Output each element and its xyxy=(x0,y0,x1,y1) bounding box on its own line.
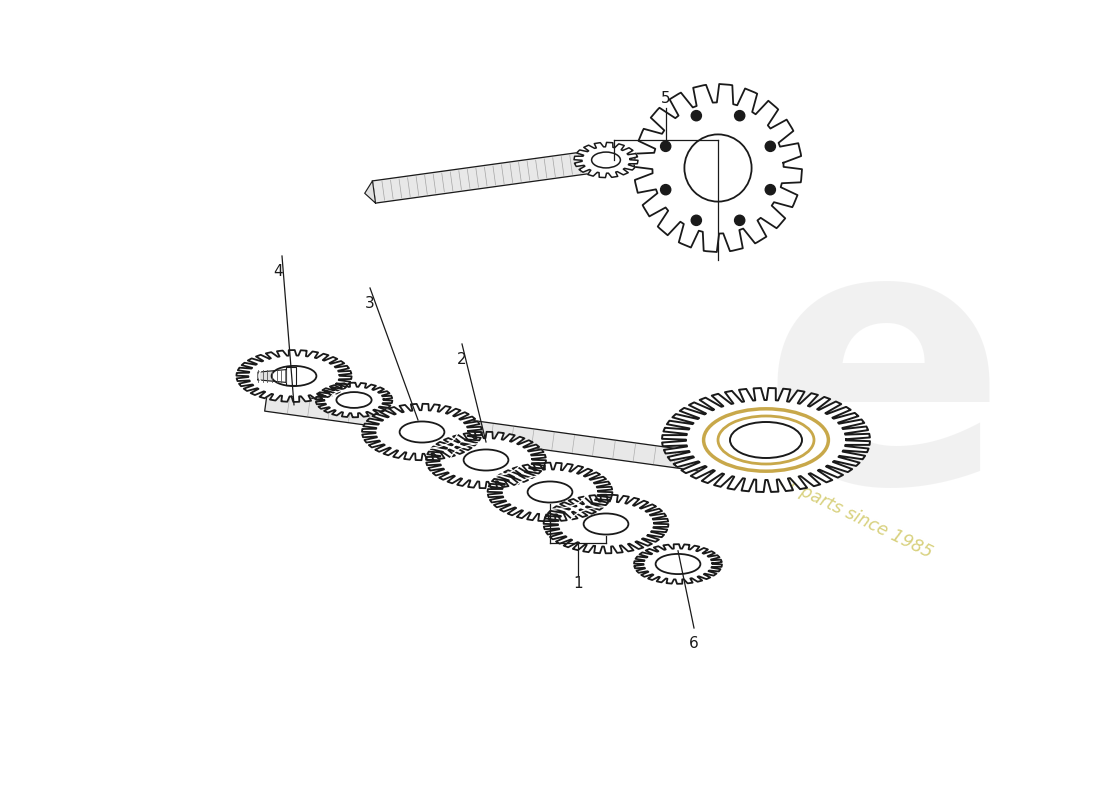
Ellipse shape xyxy=(656,554,701,574)
Text: e: e xyxy=(762,210,1006,558)
Ellipse shape xyxy=(337,392,372,408)
Ellipse shape xyxy=(463,450,508,470)
Polygon shape xyxy=(574,142,638,178)
Polygon shape xyxy=(265,392,719,474)
Polygon shape xyxy=(426,432,546,488)
Ellipse shape xyxy=(592,152,620,168)
Ellipse shape xyxy=(584,514,628,534)
Polygon shape xyxy=(634,84,802,252)
Text: 2: 2 xyxy=(458,352,466,367)
Circle shape xyxy=(661,142,671,151)
Text: 5: 5 xyxy=(661,91,671,106)
Circle shape xyxy=(766,142,775,151)
Ellipse shape xyxy=(730,422,802,458)
Polygon shape xyxy=(258,370,286,382)
Ellipse shape xyxy=(272,366,317,386)
Text: 4: 4 xyxy=(273,264,283,279)
Circle shape xyxy=(661,185,671,194)
Polygon shape xyxy=(634,544,722,584)
Circle shape xyxy=(684,134,751,202)
Ellipse shape xyxy=(528,482,572,502)
Polygon shape xyxy=(236,350,352,402)
Text: 3: 3 xyxy=(365,296,375,311)
Polygon shape xyxy=(487,462,613,522)
Polygon shape xyxy=(286,367,296,385)
Polygon shape xyxy=(365,181,375,203)
Circle shape xyxy=(735,215,745,226)
Polygon shape xyxy=(662,388,870,492)
Polygon shape xyxy=(373,149,607,203)
Ellipse shape xyxy=(399,422,444,442)
Circle shape xyxy=(735,110,745,121)
Polygon shape xyxy=(543,494,669,554)
Text: 1: 1 xyxy=(573,576,583,591)
Circle shape xyxy=(691,215,702,226)
Polygon shape xyxy=(362,404,482,460)
Text: a passion for parts since 1985: a passion for parts since 1985 xyxy=(692,430,936,562)
Text: 6: 6 xyxy=(689,636,698,651)
Polygon shape xyxy=(316,382,393,418)
Circle shape xyxy=(766,185,775,194)
Circle shape xyxy=(691,110,702,121)
